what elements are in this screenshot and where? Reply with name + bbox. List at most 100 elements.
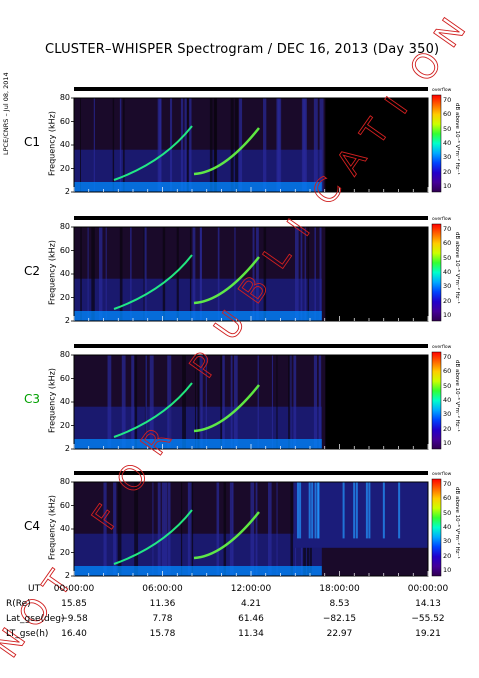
low-frequency-band — [74, 566, 322, 576]
spectral-streak — [220, 355, 223, 449]
low-frequency-band — [74, 182, 322, 192]
spectral-streak — [167, 355, 172, 449]
y-tick-label: 40 — [59, 524, 70, 533]
spectral-streak — [229, 482, 233, 576]
colorbar — [431, 94, 442, 193]
y-tick-label: 2 — [64, 316, 70, 325]
colorbar-tick-label: 40 — [443, 396, 452, 404]
spectral-streak — [311, 482, 314, 539]
spectral-streak — [307, 227, 310, 321]
spectral-streak — [180, 482, 183, 576]
ephemeris-label: R(Re) — [6, 599, 31, 609]
spectral-streak — [256, 227, 259, 321]
spectral-streak — [239, 98, 243, 192]
spectral-streak — [80, 227, 82, 321]
ephemeris-value: 11.36 — [149, 599, 176, 609]
spectral-streak — [257, 355, 259, 449]
panel-top-bar — [74, 344, 428, 348]
colorbar-tick-label: 60 — [443, 494, 452, 503]
y-tick-label: 20 — [59, 163, 70, 173]
y-tick-label: 80 — [59, 222, 70, 231]
spectral-streak — [250, 482, 255, 576]
spectral-streak — [161, 482, 165, 576]
emission-arc — [193, 127, 260, 176]
colorbar-header: overflow — [432, 345, 452, 350]
ephemeris-value: 06:00:00 — [142, 584, 183, 594]
y-tick-label: 40 — [59, 397, 70, 406]
spectral-streak — [103, 482, 107, 576]
colorbar-tick-label: 40 — [443, 523, 452, 531]
panel-c4 — [71, 471, 442, 577]
spectral-streak — [300, 227, 303, 321]
spectral-streak — [365, 482, 368, 539]
spectral-streak — [234, 227, 236, 321]
spectral-streak — [117, 482, 122, 576]
y-tick-label: 20 — [59, 292, 70, 302]
colorbar-header: overflow — [432, 88, 452, 93]
ephemeris-value: 15.78 — [149, 629, 176, 639]
spectral-streak — [192, 227, 196, 321]
spectral-streak — [290, 482, 293, 576]
colorbar-label: dB above 10⁻⁸ V²m⁻² Hz⁻¹ — [454, 360, 460, 432]
spectral-streak — [194, 355, 196, 449]
spectral-streak — [200, 227, 202, 321]
spectral-streak — [313, 98, 318, 192]
emission-arc — [193, 256, 260, 305]
spectral-streak — [167, 482, 171, 576]
spectral-streak — [180, 98, 184, 192]
spectral-streak — [304, 227, 306, 321]
emission-arc — [113, 382, 193, 438]
ephemeris-value: 22.97 — [326, 629, 353, 639]
spectral-streak — [314, 482, 317, 539]
spacecraft-label: C4 — [24, 519, 41, 533]
colorbar-tick-label: 60 — [443, 367, 452, 376]
spectral-streak — [299, 482, 302, 539]
y-axis-label: Frequency (kHz) — [47, 495, 57, 560]
y-tick-label: 80 — [59, 350, 70, 359]
spectral-streak — [80, 98, 81, 192]
spectral-streak — [382, 482, 385, 539]
y-tick-label: 2 — [64, 444, 70, 453]
spectral-streak — [263, 98, 267, 192]
colorbar-tick-label: 20 — [443, 424, 452, 433]
spectral-streak — [93, 98, 95, 192]
y-tick-label: 2 — [64, 187, 70, 196]
spectral-streak — [209, 98, 213, 192]
y-tick-label: 60 — [59, 245, 70, 255]
ephemeris-label: Lat_gse(deg) — [6, 614, 65, 624]
colorbar-label: dB above 10⁻⁸ V²m⁻² Hz⁻¹ — [454, 232, 460, 304]
spectral-streak — [130, 227, 132, 321]
y-tick-label: 80 — [59, 93, 70, 102]
spectral-streak — [313, 355, 318, 449]
colorbar-header: overflow — [432, 472, 452, 477]
spectral-streak — [157, 482, 161, 576]
spectral-streak — [303, 98, 307, 192]
ephemeris-value: 12:00:00 — [230, 584, 272, 594]
spectral-streak — [157, 98, 160, 192]
y-tick-label: 60 — [59, 116, 70, 126]
y-tick-label: 2 — [64, 571, 70, 580]
spectral-streak — [91, 227, 95, 321]
spectral-streak — [398, 482, 401, 539]
spectral-streak — [197, 355, 201, 449]
colorbar-tick-label: 40 — [443, 139, 452, 147]
spectral-streak — [216, 482, 220, 576]
spectral-streak — [355, 482, 358, 539]
spectral-streak — [271, 355, 274, 449]
spectral-streak — [152, 482, 154, 576]
colorbar-tick-label: 10 — [443, 439, 452, 447]
spectral-streak — [145, 355, 148, 449]
spectral-streak — [199, 355, 203, 449]
spectral-streak — [319, 98, 324, 192]
ephemeris-value: 16.40 — [61, 629, 87, 639]
ephemeris-value: 7.78 — [152, 614, 173, 624]
colorbar-tick-label: 10 — [443, 182, 452, 190]
spectral-streak — [297, 482, 300, 539]
spectral-streak — [164, 482, 168, 576]
spectral-streak — [119, 98, 122, 192]
spectral-streak — [189, 227, 192, 321]
colorbar-tick-label: 20 — [443, 296, 452, 305]
emission-arc — [113, 125, 193, 181]
spectral-streak — [252, 227, 255, 321]
spectral-streak — [87, 227, 89, 321]
